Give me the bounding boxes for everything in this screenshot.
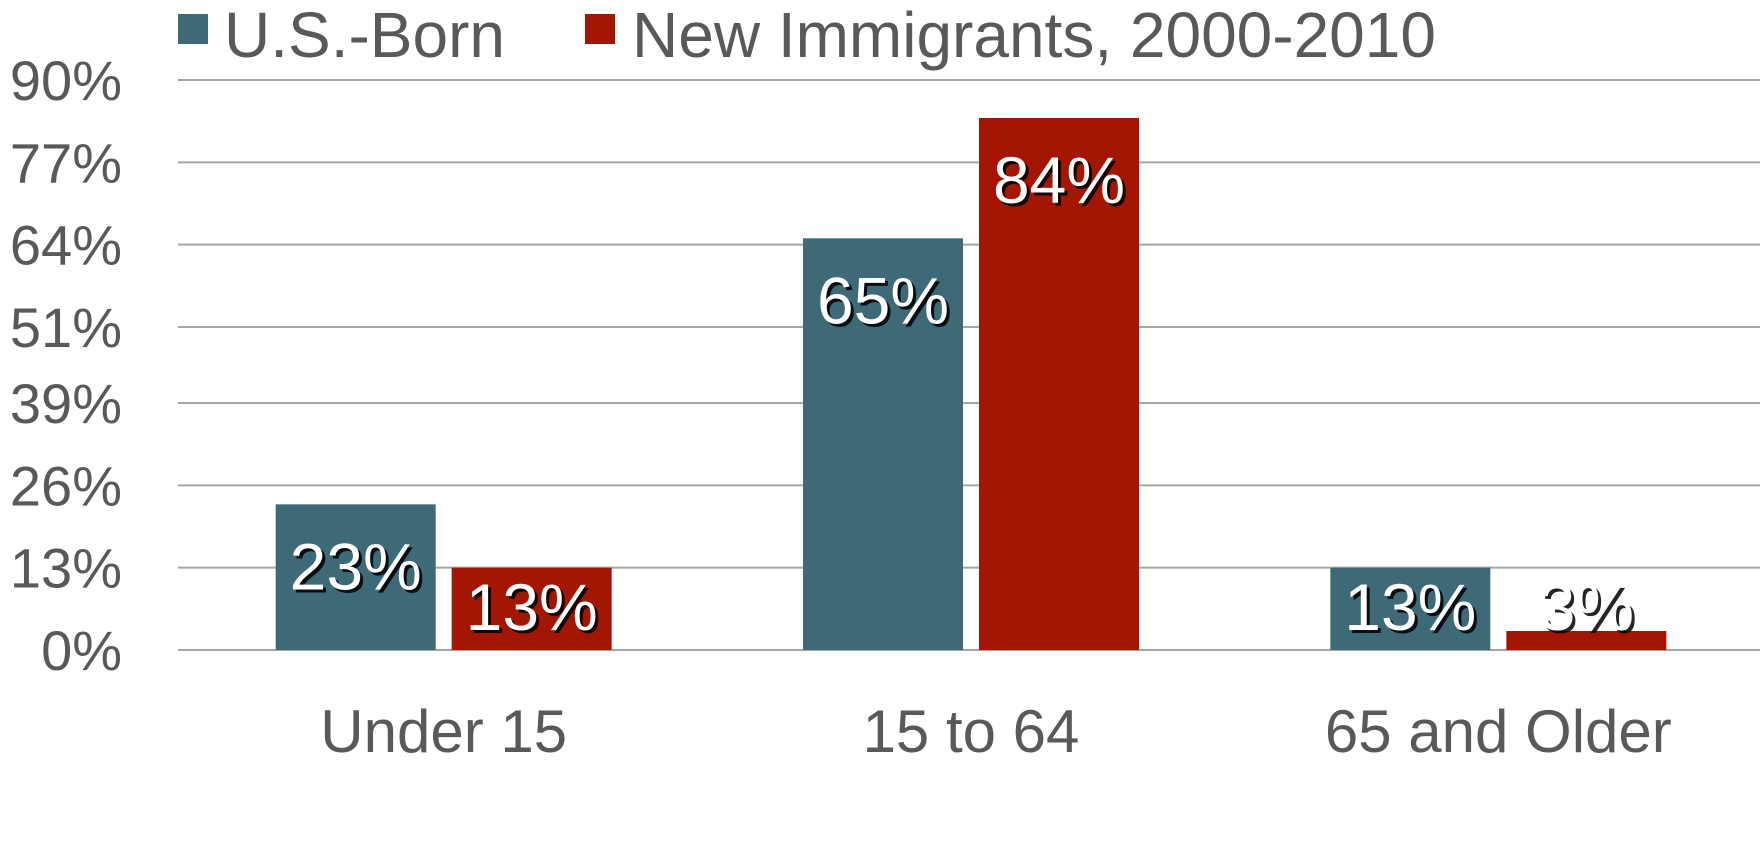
bars	[275, 118, 1667, 651]
x-category-label: 15 to 64	[863, 698, 1080, 765]
y-tick-label: 39%	[10, 372, 122, 435]
y-tick-label: 51%	[10, 296, 122, 359]
bar-new-immigrants-2000-2010-15-to-64	[979, 118, 1139, 650]
data-label: 84%	[993, 143, 1125, 217]
data-label: 13%	[466, 570, 598, 644]
y-tick-label: 0%	[41, 619, 122, 682]
data-label: 3%	[1539, 570, 1634, 644]
legend: U.S.-Born New Immigrants, 2000-2010	[178, 0, 1436, 71]
y-tick-label: 26%	[10, 454, 122, 517]
bar-u-s-born-under-15	[275, 504, 436, 650]
data-label: 13%	[1344, 570, 1476, 644]
y-tick-label: 13%	[10, 537, 122, 600]
bar-u-s-born-15-to-64	[803, 238, 963, 651]
data-label-shadow: 3%	[1542, 573, 1637, 647]
x-axis: Under 15 15 to 64 65 and Older	[320, 698, 1672, 765]
data-label-shadow: 84%	[996, 146, 1128, 220]
y-tick-label: 64%	[10, 214, 122, 277]
x-category-label: 65 and Older	[1325, 698, 1672, 765]
legend-swatch	[585, 14, 615, 44]
bar-new-immigrants-2000-2010-under-15	[451, 567, 612, 650]
x-category-label: Under 15	[320, 698, 567, 765]
gridlines	[178, 79, 1760, 651]
legend-swatch	[178, 14, 208, 44]
y-tick-label: 77%	[10, 131, 122, 194]
data-labels: 23%23%13%13%65%65%84%84%13%13% 3%3%	[290, 143, 1637, 647]
bar-new-immigrants-2000-2010-65-and-older	[1506, 631, 1667, 650]
legend-label: U.S.-Born	[224, 0, 505, 71]
bar-u-s-born-65-and-older	[1330, 567, 1491, 650]
y-axis: 0% 13% 26% 39% 51% 64% 77% 90%	[10, 49, 122, 682]
data-label-shadow: 23%	[293, 532, 425, 606]
data-label-shadow: 65%	[820, 266, 952, 340]
data-label-shadow: 13%	[1347, 573, 1479, 647]
y-tick-label: 90%	[10, 49, 122, 112]
data-label: 23%	[290, 529, 422, 603]
data-label-shadow: 13%	[469, 573, 601, 647]
legend-label: New Immigrants, 2000-2010	[632, 0, 1436, 71]
data-label: 65%	[817, 263, 949, 337]
